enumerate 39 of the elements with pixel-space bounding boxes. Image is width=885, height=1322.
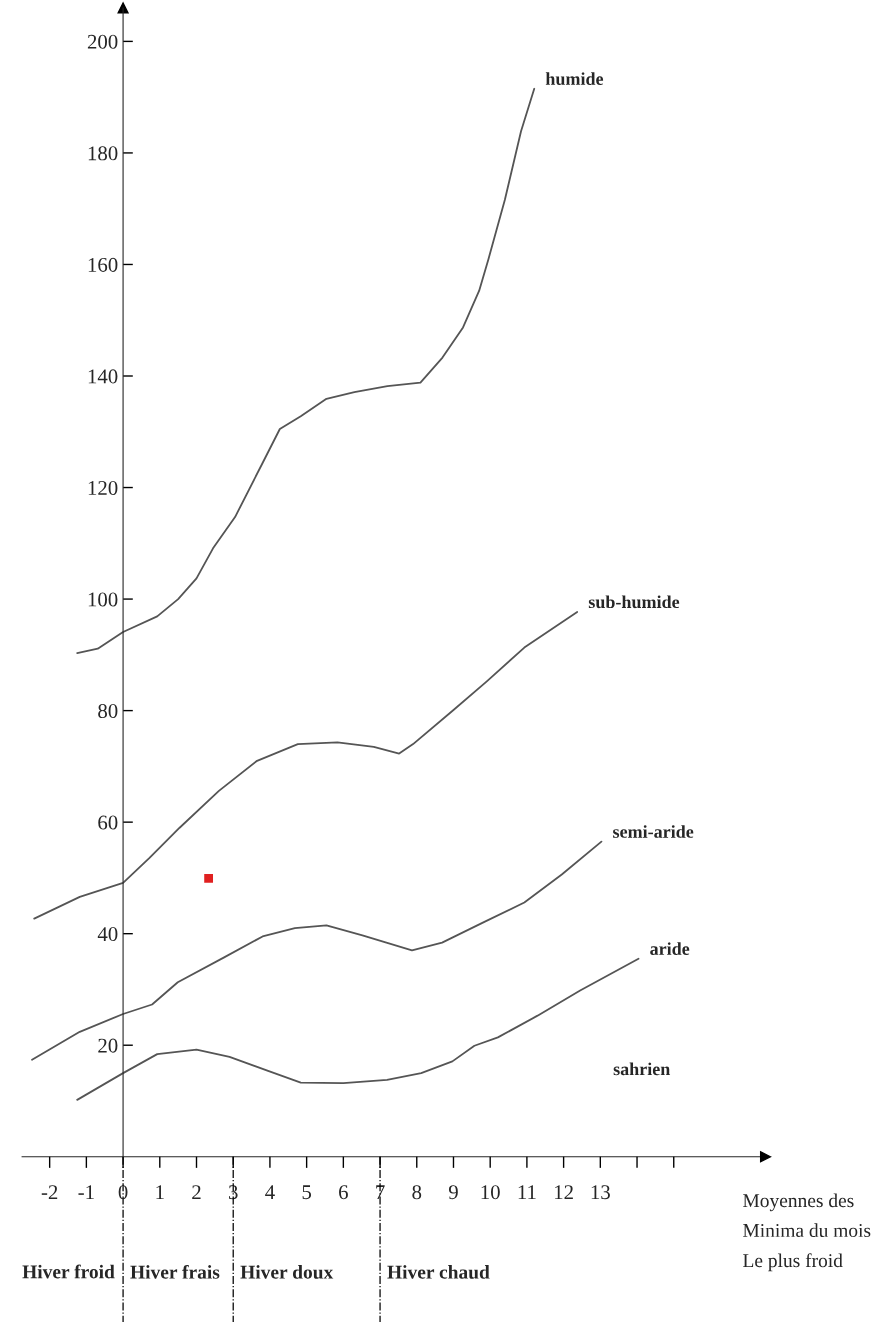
- x-tick-label: 8: [412, 1185, 422, 1200]
- y-tick-label: 180: [88, 146, 118, 161]
- x-tick-label: 7: [376, 1185, 385, 1199]
- y-tick-label: 120: [88, 480, 118, 495]
- x-tick-label: 13: [591, 1185, 610, 1200]
- x-tick-label: 12: [555, 1185, 573, 1199]
- x-tick-label: -2: [41, 1185, 58, 1199]
- line-series: [76, 87, 536, 655]
- x-tick-label: 1: [156, 1185, 164, 1199]
- ref-line-label: Hiver doux: [240, 1265, 334, 1279]
- ref-line-label: Hiver chaud: [387, 1265, 490, 1279]
- ref-line-label: Hiver frais: [130, 1264, 220, 1279]
- y-tick-label: 100: [88, 592, 118, 607]
- line-series: [31, 840, 603, 1061]
- x-tick-label: 10: [481, 1185, 500, 1200]
- y-tick-label: 140: [88, 369, 118, 384]
- text: Hiver froid: [22, 1264, 115, 1279]
- y-tick-label: 200: [87, 34, 118, 49]
- annotation: sahrien: [613, 1062, 671, 1076]
- x-tick-label: 6: [339, 1185, 348, 1200]
- x-tick-label: 2: [192, 1185, 201, 1199]
- series-label: aride: [650, 942, 690, 955]
- line-series: [33, 610, 579, 920]
- series-label: humide: [545, 72, 604, 86]
- x-tick-label: 11: [518, 1185, 536, 1199]
- y-tick-label: 20: [98, 1038, 118, 1053]
- series-label: sub-humide: [588, 595, 680, 609]
- x-tick-label: -1: [78, 1185, 94, 1199]
- y-tick-label: 80: [98, 703, 118, 719]
- y-tick-label: 60: [98, 815, 118, 830]
- x-tick-label: 4: [265, 1185, 275, 1199]
- x-axis-title: Moyennes des Minima du mois Le plus froid: [743, 1193, 871, 1272]
- x-tick-label: 0: [118, 1185, 128, 1200]
- x-tick-label: 3: [229, 1185, 238, 1200]
- x-tick-label: 9: [448, 1185, 458, 1200]
- series-label: semi-aride: [613, 825, 694, 838]
- y-tick-label: 160: [88, 257, 118, 272]
- x-tick-label: 5: [302, 1185, 312, 1200]
- y-tick-label: 40: [97, 927, 118, 942]
